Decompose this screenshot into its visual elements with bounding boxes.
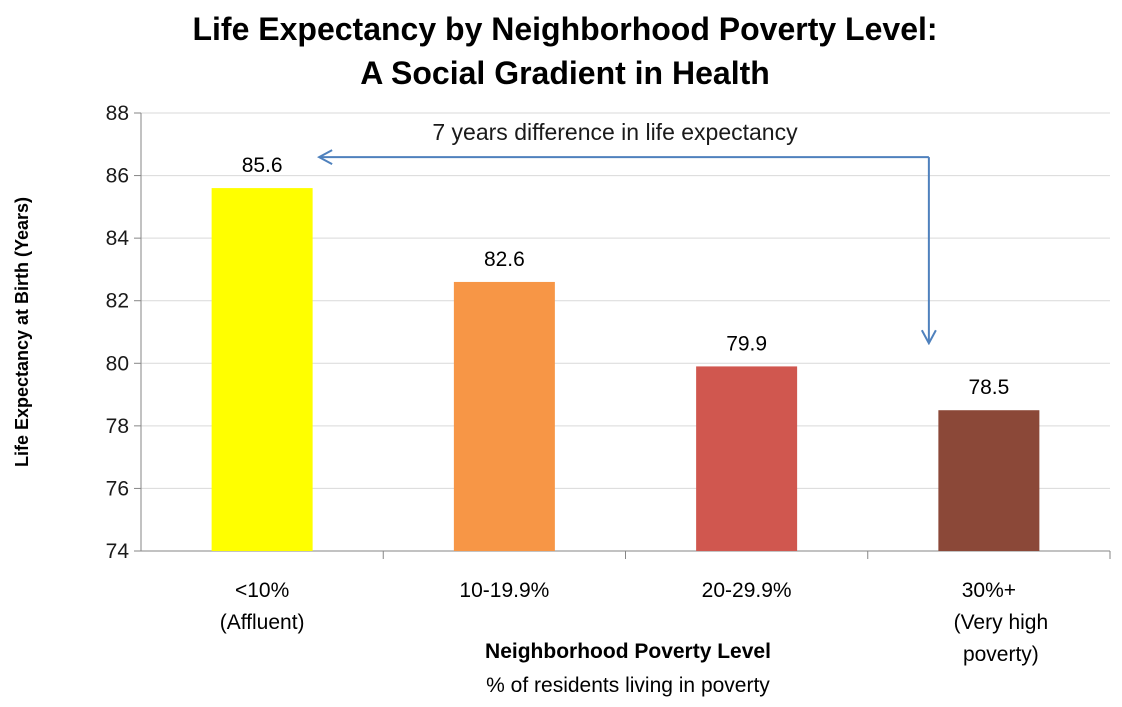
category-label-2-line-1: 10-19.9%	[459, 579, 549, 602]
category-label-1-line-2: (Affluent)	[220, 611, 305, 634]
data-label-4: 78.5	[968, 376, 1009, 399]
y-tick-label-86: 86	[106, 165, 129, 188]
chart-title-line-1: Life Expectancy by Neighborhood Poverty …	[192, 11, 937, 47]
annotation-text: 7 years difference in life expectancy	[432, 119, 798, 145]
y-tick-label-76: 76	[106, 477, 129, 500]
category-label-3-line-1: 20-29.9%	[702, 579, 792, 602]
data-label-1: 85.6	[242, 154, 283, 177]
category-label-4-line-3: poverty)	[963, 643, 1039, 666]
y-axis-title: Life Expectancy at Birth (Years)	[12, 197, 32, 467]
bar-3	[696, 366, 798, 551]
data-label-3: 79.9	[726, 332, 767, 355]
y-tick-label-82: 82	[106, 290, 129, 313]
y-tick-label-84: 84	[106, 227, 130, 250]
x-axis-subtitle: % of residents living in poverty	[486, 674, 770, 697]
category-label-4-line-2: (Very high	[954, 611, 1049, 634]
y-tick-label-80: 80	[106, 352, 129, 375]
data-label-2: 82.6	[484, 248, 525, 271]
y-tick-label-74: 74	[106, 540, 130, 563]
chart-title-line-2: A Social Gradient in Health	[360, 55, 770, 91]
category-label-4-line-1: 30%+	[962, 579, 1016, 602]
x-axis-title: Neighborhood Poverty Level	[485, 640, 771, 663]
y-tick-label-78: 78	[106, 415, 129, 438]
bar-4	[938, 410, 1040, 551]
bar-2	[453, 281, 555, 551]
bar-1	[211, 188, 313, 552]
y-tick-label-88: 88	[106, 102, 129, 125]
category-label-1-line-1: <10%	[235, 579, 289, 602]
